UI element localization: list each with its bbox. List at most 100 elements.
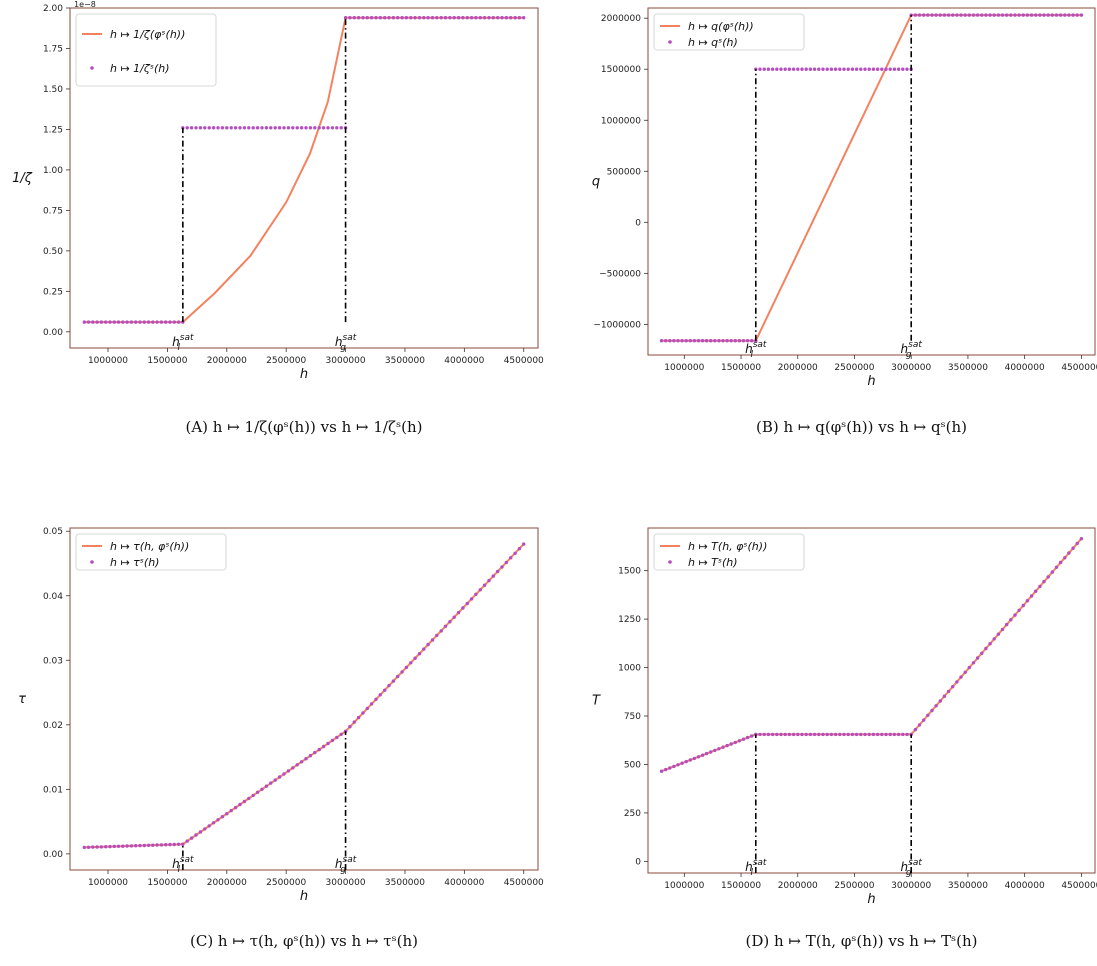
series-dot bbox=[1017, 608, 1021, 612]
series-dot bbox=[176, 320, 181, 324]
series-dot bbox=[255, 126, 260, 130]
series-dot bbox=[1005, 622, 1009, 627]
series-dot bbox=[770, 67, 775, 71]
series-dot bbox=[286, 126, 291, 130]
series-dot bbox=[125, 844, 129, 848]
x-tick-label: 2500000 bbox=[834, 881, 874, 891]
series-dot bbox=[387, 16, 391, 20]
h-l-sat-label: hsat l bbox=[172, 855, 194, 875]
series-dot bbox=[692, 756, 697, 761]
series-dot bbox=[465, 601, 469, 606]
y-axis-label: τ bbox=[18, 692, 26, 707]
series-dot bbox=[181, 320, 185, 324]
series-dot bbox=[951, 13, 955, 17]
series-dot bbox=[335, 735, 339, 740]
x-tick-label: 3000000 bbox=[326, 356, 366, 366]
series-dot bbox=[1013, 613, 1017, 617]
plot-frame bbox=[69, 527, 539, 871]
legend-label: h ↦ qˢ(h) bbox=[688, 36, 738, 49]
y-tick-label: 500 bbox=[624, 760, 641, 770]
series-dot bbox=[892, 67, 897, 71]
series-dot bbox=[220, 815, 225, 819]
series-dot bbox=[1075, 13, 1079, 17]
x-tick-label: 4500000 bbox=[504, 878, 544, 888]
series-dot bbox=[737, 739, 742, 743]
series-dot bbox=[86, 845, 91, 849]
series-dot bbox=[482, 583, 487, 587]
h-l-sat-label: hsat l bbox=[172, 333, 194, 353]
h-g-sat-label: hsat g bbox=[901, 340, 923, 360]
series-dot bbox=[888, 732, 892, 737]
series-dot bbox=[335, 126, 339, 130]
series-dot bbox=[787, 732, 792, 737]
series-dot bbox=[233, 126, 238, 130]
series-dot bbox=[330, 126, 335, 130]
series-dot bbox=[299, 760, 304, 764]
series-dot bbox=[791, 732, 796, 737]
series-dot bbox=[721, 339, 725, 343]
series-dot bbox=[796, 67, 800, 71]
y-tick-label: 250 bbox=[624, 809, 641, 819]
series-dot bbox=[1025, 599, 1030, 603]
series-dot bbox=[1054, 13, 1059, 17]
series-dot bbox=[82, 845, 87, 850]
series-dot bbox=[684, 759, 688, 764]
series-dot bbox=[422, 647, 426, 651]
series-dot bbox=[922, 13, 926, 17]
series-dot bbox=[821, 67, 825, 71]
series-line-segment bbox=[661, 14, 1082, 342]
series-dot bbox=[487, 16, 491, 20]
series-dot bbox=[409, 16, 413, 20]
series-dot bbox=[880, 732, 884, 737]
series-dot bbox=[696, 755, 701, 759]
series-dot bbox=[938, 13, 942, 17]
series-dot bbox=[909, 13, 913, 17]
series-dot bbox=[733, 339, 737, 343]
series-dot bbox=[194, 126, 198, 130]
series-dot bbox=[413, 16, 417, 20]
series-dot bbox=[356, 16, 361, 20]
series-dot bbox=[664, 339, 668, 343]
series-dot bbox=[859, 67, 863, 71]
legend-label: h ↦ 1/ζ(φˢ(h)) bbox=[110, 28, 185, 41]
series-dot bbox=[1050, 570, 1055, 574]
legend-box bbox=[653, 13, 805, 51]
series-dot bbox=[946, 13, 951, 17]
series-dot bbox=[745, 735, 750, 740]
series-dot bbox=[452, 16, 456, 20]
series-dot bbox=[825, 732, 829, 737]
series-dot bbox=[1042, 579, 1046, 584]
series-dot bbox=[469, 16, 474, 20]
series-dot bbox=[387, 683, 391, 688]
series-dot bbox=[238, 802, 242, 807]
series-dot bbox=[684, 339, 688, 343]
series-dot bbox=[938, 699, 942, 703]
series-dot bbox=[884, 67, 888, 71]
series-dot bbox=[348, 725, 352, 729]
series-dot bbox=[383, 688, 387, 692]
x-axis-label: h bbox=[300, 367, 308, 382]
y-tick-label: 0.03 bbox=[43, 656, 63, 666]
x-tick-label: 4500000 bbox=[1061, 363, 1097, 373]
series-dot bbox=[783, 732, 787, 737]
series-dot bbox=[913, 13, 918, 17]
y-tick-label: 750 bbox=[624, 712, 641, 722]
x-tick-label: 3500000 bbox=[948, 363, 988, 373]
series-dot bbox=[1046, 13, 1050, 17]
series-dot bbox=[435, 633, 439, 638]
series-dot bbox=[850, 732, 855, 737]
series-dot bbox=[1071, 13, 1075, 17]
series-dot bbox=[422, 16, 426, 20]
series-dot bbox=[758, 67, 762, 71]
series-dot bbox=[988, 13, 992, 17]
series-dot bbox=[443, 624, 448, 628]
series-dot bbox=[984, 13, 988, 17]
series-dot bbox=[181, 126, 185, 130]
y-tick-label: 1000 bbox=[618, 664, 641, 674]
series-dot bbox=[146, 320, 151, 324]
series-dot bbox=[875, 67, 880, 71]
series-dot bbox=[762, 732, 766, 737]
series-dot bbox=[430, 16, 435, 20]
series-dot bbox=[456, 610, 461, 615]
series-dot bbox=[211, 821, 216, 825]
